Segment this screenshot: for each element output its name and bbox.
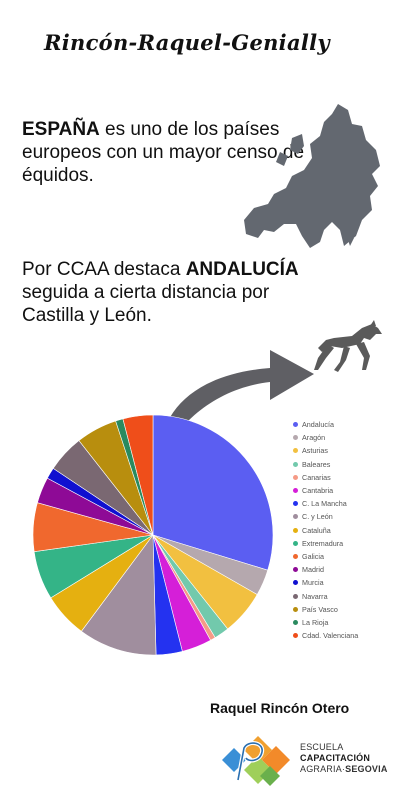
legend-item: Cdad. Valenciana bbox=[293, 629, 358, 642]
legend-swatch bbox=[293, 501, 298, 507]
legend-label: Galicia bbox=[302, 551, 324, 561]
legend-swatch bbox=[293, 567, 298, 573]
logo-line1: ESCUELA bbox=[300, 742, 344, 752]
legend-item: Baleares bbox=[293, 458, 358, 471]
legend-item: Cantabria bbox=[293, 484, 358, 497]
regions-paragraph: Por CCAA destaca ANDALUCÍA seguida a cie… bbox=[22, 258, 322, 327]
school-logo-text: ESCUELA CAPACITACIÓN AGRARIA·SEGOVIA bbox=[300, 742, 388, 775]
logo-line3-a: AGRARIA bbox=[300, 764, 342, 774]
logo-line3-b: SEGOVIA bbox=[345, 764, 388, 774]
legend-item: País Vasco bbox=[293, 603, 358, 616]
legend-swatch bbox=[293, 527, 298, 533]
legend-item: Galicia bbox=[293, 550, 358, 563]
legend-item: Madrid bbox=[293, 563, 358, 576]
legend-item: Andalucía bbox=[293, 418, 358, 431]
legend-label: Extremadura bbox=[302, 538, 344, 548]
legend-swatch bbox=[293, 422, 298, 428]
legend-swatch bbox=[293, 580, 298, 586]
regions-bold: ANDALUCÍA bbox=[185, 259, 299, 280]
legend-label: Canarias bbox=[302, 472, 331, 482]
legend-swatch bbox=[293, 514, 298, 520]
europe-map-icon bbox=[244, 104, 380, 248]
legend-swatch bbox=[293, 619, 298, 625]
legend-label: Cdad. Valenciana bbox=[302, 631, 359, 641]
legend-item: Navarra bbox=[293, 589, 358, 602]
legend-label: Navarra bbox=[302, 591, 328, 601]
regions-text-before: Por CCAA destaca bbox=[22, 259, 186, 280]
legend-swatch bbox=[293, 461, 298, 467]
legend-swatch bbox=[293, 593, 298, 599]
legend-item: La Rioja bbox=[293, 616, 358, 629]
legend-label: Andalucía bbox=[302, 420, 334, 430]
legend-label: Cataluña bbox=[302, 525, 331, 535]
author-name: Raquel Rincón Otero bbox=[210, 700, 350, 716]
pie-slice-7 bbox=[80, 534, 157, 656]
legend-label: Baleares bbox=[302, 459, 331, 469]
legend-swatch bbox=[293, 488, 298, 494]
legend-swatch bbox=[293, 553, 298, 559]
logo-line2: CAPACITACIÓN bbox=[300, 753, 371, 763]
legend-label: La Rioja bbox=[302, 617, 329, 627]
horse-icon bbox=[314, 320, 382, 372]
legend-label: C. La Mancha bbox=[302, 499, 347, 509]
legend-item: C. y León bbox=[293, 510, 358, 523]
legend-label: Cantabria bbox=[302, 486, 334, 496]
legend-label: Madrid bbox=[302, 565, 324, 575]
legend-swatch bbox=[293, 633, 298, 639]
intro-bold: ESPAÑA bbox=[22, 119, 100, 140]
legend-swatch bbox=[293, 606, 298, 612]
legend-label: Aragón bbox=[302, 433, 326, 443]
legend-swatch bbox=[293, 448, 298, 454]
legend-label: Asturias bbox=[302, 446, 328, 456]
intro-paragraph: ESPAÑA es uno de los países europeos con… bbox=[22, 118, 322, 187]
logo-line3: AGRARIA·SEGOVIA bbox=[300, 764, 388, 774]
legend-item: C. La Mancha bbox=[293, 497, 358, 510]
legend-item: Aragón bbox=[293, 431, 358, 444]
chart-legend: Andalucía Aragón Asturias Baleares Canarias C… bbox=[293, 418, 358, 642]
legend-item: Canarias bbox=[293, 471, 358, 484]
legend-item: Cataluña bbox=[293, 524, 358, 537]
legend-item: Murcia bbox=[293, 576, 358, 589]
legend-swatch bbox=[293, 540, 298, 546]
legend-item: Asturias bbox=[293, 444, 358, 457]
legend-swatch bbox=[293, 474, 298, 480]
header-title: Rincón-Raquel-Genially bbox=[44, 30, 330, 55]
pie-slice-16 bbox=[122, 414, 154, 536]
curved-arrow-icon bbox=[159, 350, 314, 460]
legend-label: C. y León bbox=[302, 512, 333, 522]
legend-label: Murcia bbox=[302, 578, 324, 588]
intro-text: es uno de los países europeos con un may… bbox=[22, 119, 305, 186]
pie-chart bbox=[32, 414, 274, 656]
pie-slice-0 bbox=[152, 414, 274, 571]
legend-item: Extremadura bbox=[293, 537, 358, 550]
school-logo-icon bbox=[222, 736, 290, 786]
regions-text-after: seguida a cierta distancia por Castilla … bbox=[22, 282, 270, 326]
legend-label: País Vasco bbox=[302, 604, 338, 614]
legend-swatch bbox=[293, 435, 298, 441]
